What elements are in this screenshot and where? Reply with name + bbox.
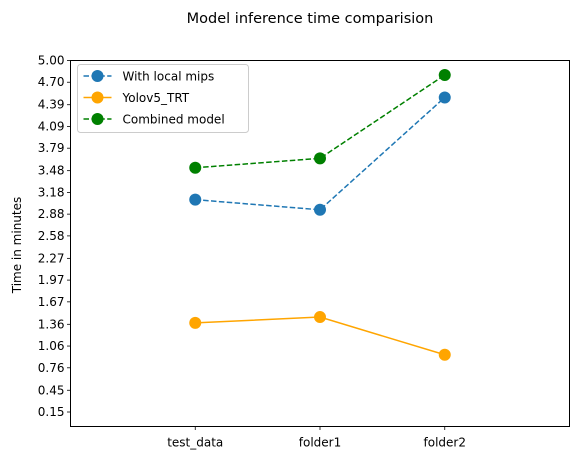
- y-tick-label: 0.45: [38, 383, 65, 397]
- chart-title: Model inference time comparision: [187, 11, 434, 27]
- y-tick-label: 4.70: [38, 75, 65, 89]
- y-tick-label: 2.88: [38, 207, 65, 221]
- y-tick-label: 1.06: [38, 339, 65, 353]
- series-2: [189, 68, 451, 174]
- legend-marker: [91, 70, 104, 82]
- y-tick-label: 5.00: [38, 54, 65, 68]
- legend-label: With local mips: [123, 70, 215, 84]
- legend-item: Combined model: [83, 113, 225, 127]
- legend-item: With local mips: [83, 70, 215, 84]
- y-tick-label: 1.36: [38, 317, 65, 331]
- y-tick-label: 2.58: [38, 229, 65, 243]
- data-point: [314, 203, 326, 216]
- y-axis-label: Time in minutes: [10, 197, 24, 295]
- series-1: [189, 311, 451, 361]
- tick-layer: 0.15 0.45 0.76 1.06 1.36 1.67 1.97 2.27 2.58 2.88…: [38, 54, 466, 450]
- data-point: [438, 348, 451, 361]
- plot-frame: [70, 60, 570, 427]
- series-layer: [189, 68, 451, 361]
- data-point: [438, 91, 451, 104]
- y-tick-label: 1.67: [38, 295, 65, 309]
- y-tick-label: 3.48: [38, 164, 65, 178]
- series-0: [189, 91, 451, 216]
- y-tick-label: 3.18: [38, 185, 65, 199]
- y-tick-label: 0.76: [38, 361, 65, 375]
- data-point: [189, 316, 202, 329]
- legend: With local mips Yolov5_TRT Combined model: [77, 64, 249, 133]
- data-point: [314, 311, 326, 324]
- data-point: [314, 152, 326, 165]
- y-tick-label: 1.97: [38, 273, 65, 287]
- x-tick-label: folder2: [424, 436, 466, 450]
- legend-label: Combined model: [123, 113, 225, 127]
- data-point: [438, 68, 451, 81]
- series-line: [195, 74, 446, 169]
- data-point: [189, 193, 202, 206]
- legend-marker: [91, 113, 104, 125]
- y-tick-label: 0.15: [38, 405, 65, 419]
- x-tick-label: folder1: [299, 436, 341, 450]
- y-tick-label: 2.27: [38, 251, 65, 265]
- series-line: [195, 96, 446, 211]
- legend-label: Yolov5_TRT: [122, 91, 190, 105]
- legend-box: [77, 64, 249, 133]
- data-point: [189, 161, 202, 174]
- legend-marker: [91, 91, 104, 104]
- y-tick-label: 4.09: [38, 119, 65, 133]
- legend-item: Yolov5_TRT: [83, 91, 190, 105]
- y-tick-label: 3.79: [38, 141, 65, 155]
- x-tick-label: test_data: [167, 436, 223, 450]
- y-tick-label: 4.39: [38, 98, 65, 112]
